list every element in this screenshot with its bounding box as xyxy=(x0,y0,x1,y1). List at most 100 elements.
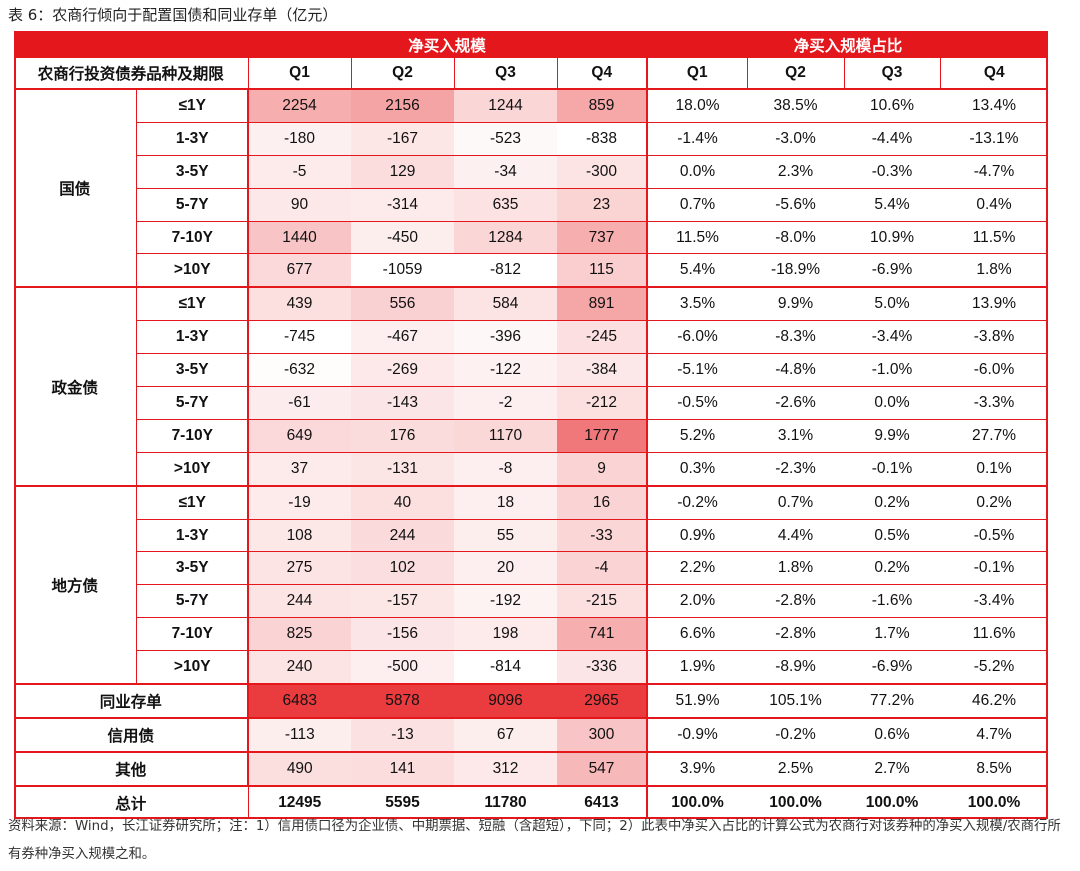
value-cell: -336 xyxy=(557,650,649,686)
table-row: 1-3Y -180 -167 -523 -838 -1.4% -3.0% -4.4% -13.1… xyxy=(14,122,1049,156)
share-cell: -6.0% xyxy=(940,353,1049,388)
total-value-cell: 11780 xyxy=(484,793,527,811)
value-cell: 176 xyxy=(351,419,454,453)
term-cell: 1-3Y xyxy=(136,320,248,355)
value-cell: -838 xyxy=(557,122,649,156)
value-cell: 1284 xyxy=(454,221,557,255)
total-share-cell: 100.0% xyxy=(865,793,919,811)
value-cell: 1170 xyxy=(454,419,557,453)
share-cell: -3.4% xyxy=(940,584,1049,619)
header-net-purchase: 净买入规模 xyxy=(248,31,649,58)
value-cell: -192 xyxy=(454,584,557,619)
term-cell: 7-10Y xyxy=(136,221,248,255)
value-cell: -143 xyxy=(351,386,454,420)
value-cell: -300 xyxy=(557,155,649,189)
term-cell: 5-7Y xyxy=(136,188,248,222)
value-cell: -812 xyxy=(454,253,557,289)
share-cell: 0.6% xyxy=(844,717,941,753)
term-cell: 1-3Y xyxy=(136,519,248,553)
share-cell: 0.7% xyxy=(647,188,748,222)
share-cell: 5.4% xyxy=(647,253,748,289)
share-cell: 1.7% xyxy=(844,617,941,652)
share-cell: 0.7% xyxy=(747,485,845,520)
header-q4: Q4 xyxy=(557,58,649,90)
share-cell: -0.5% xyxy=(940,519,1049,553)
term-cell: >10Y xyxy=(136,650,248,686)
category-cell: 信用债 xyxy=(14,717,249,753)
share-cell: -18.9% xyxy=(747,253,845,289)
value-cell: 2965 xyxy=(557,684,649,719)
share-cell: 6.6% xyxy=(647,617,748,652)
source-note: 资料来源：Wind，长江证券研究所；注：1）信用债口径为企业债、中期票据、短融（… xyxy=(8,819,1061,862)
share-cell: 11.5% xyxy=(647,221,748,255)
category-cell: 其他 xyxy=(14,751,249,787)
total-share-cell: 100.0% xyxy=(671,793,724,811)
value-cell: 677 xyxy=(248,253,351,289)
table-row: 政金债 ≤1Y 439 556 584 891 3.5% 9.9% 5.0% 13.9% xyxy=(14,287,1049,487)
share-cell: 3.1% xyxy=(747,419,845,453)
share-cell: -5.2% xyxy=(940,650,1049,686)
value-cell: 1440 xyxy=(248,221,351,255)
value-cell: 90 xyxy=(248,188,351,222)
share-cell: 0.2% xyxy=(844,551,941,586)
share-cell: -6.9% xyxy=(844,253,941,289)
value-cell: -1059 xyxy=(351,253,454,289)
share-cell: -3.8% xyxy=(940,320,1049,355)
value-cell: -384 xyxy=(557,353,649,388)
header-q1: Q1 xyxy=(248,58,352,90)
value-cell: 891 xyxy=(557,287,649,322)
table-row: 信用债 -113 -13 67 300 -0.9% -0.2% 0.6% 4.7% xyxy=(14,717,1049,753)
header-row-label: 农商行投资债券品种及期限 xyxy=(14,58,249,90)
term-cell: 7-10Y xyxy=(136,419,248,453)
share-cell: 0.0% xyxy=(647,155,748,189)
value-cell: 23 xyxy=(557,188,649,222)
share-cell: 1.9% xyxy=(647,650,748,686)
value-cell: 40 xyxy=(351,485,454,520)
total-share-cell: 100.0% xyxy=(967,793,1021,811)
total-value-cell: 5595 xyxy=(385,793,420,811)
value-cell: -5 xyxy=(248,155,351,189)
table-row: 国债 ≤1Y 2254 2156 1244 859 18.0% 38.5% 10.6% 13.4% xyxy=(14,89,1049,289)
share-cell: -2.6% xyxy=(747,386,845,420)
value-cell: 2254 xyxy=(248,89,351,123)
share-cell: 46.2% xyxy=(940,684,1049,719)
table-row: 1-3Y -745 -467 -396 -245 -6.0% -8.3% -3.4% -3.8% xyxy=(14,320,1049,355)
value-cell: 108 xyxy=(248,519,351,553)
share-cell: -0.2% xyxy=(747,717,845,753)
table-row: >10Y 240 -500 -814 -336 1.9% -8.9% -6.9% -5.2% xyxy=(14,650,1049,686)
share-cell: -3.0% xyxy=(747,122,845,156)
term-cell: 7-10Y xyxy=(136,617,248,652)
term-cell: ≤1Y xyxy=(136,485,248,520)
table-row: 7-10Y 825 -156 198 741 6.6% -2.8% 1.7% 11.6% xyxy=(14,617,1049,652)
term-cell: 1-3Y xyxy=(136,122,248,156)
share-cell: 0.3% xyxy=(647,452,748,487)
value-cell: -122 xyxy=(454,353,557,388)
value-cell: -33 xyxy=(557,519,649,553)
value-cell: -314 xyxy=(351,188,454,222)
value-cell: 556 xyxy=(351,287,454,322)
term-cell: >10Y xyxy=(136,253,248,289)
value-cell: -131 xyxy=(351,452,454,487)
share-cell: 9.9% xyxy=(747,287,845,322)
share-cell: 18.0% xyxy=(647,89,748,123)
value-cell: -245 xyxy=(557,320,649,355)
share-cell: 1.8% xyxy=(747,551,845,586)
value-cell: -167 xyxy=(351,122,454,156)
value-cell: -34 xyxy=(454,155,557,189)
value-cell: 439 xyxy=(248,287,351,322)
table-row: 5-7Y 90 -314 635 23 0.7% -5.6% 5.4% 0.4% xyxy=(14,188,1049,222)
header-blank xyxy=(14,31,248,58)
category-cell: 政金债 xyxy=(14,287,137,487)
value-cell: -19 xyxy=(248,485,351,520)
value-cell: 5878 xyxy=(351,684,454,719)
table-row: 其他 490 141 312 547 3.9% 2.5% 2.7% 8.5% xyxy=(14,751,1049,787)
share-cell: -8.9% xyxy=(747,650,845,686)
share-cell: -4.8% xyxy=(747,353,845,388)
share-cell: -5.6% xyxy=(747,188,845,222)
share-cell: 105.1% xyxy=(747,684,845,719)
share-cell: 0.2% xyxy=(940,485,1049,520)
share-cell: 0.5% xyxy=(844,519,941,553)
total-label: 总计 xyxy=(14,785,249,819)
share-cell: -5.1% xyxy=(647,353,748,388)
value-cell: -4 xyxy=(557,551,649,586)
